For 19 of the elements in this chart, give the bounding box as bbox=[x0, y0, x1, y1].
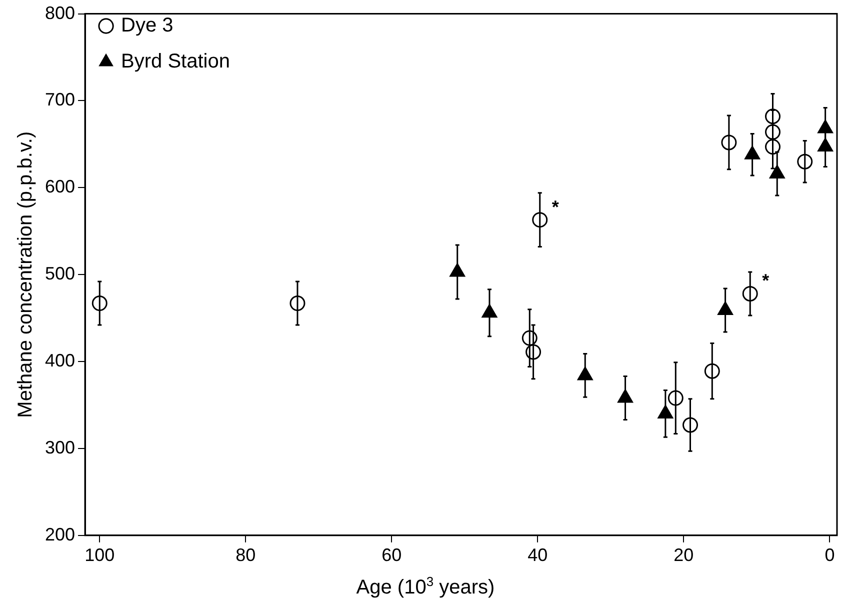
x-axis-title: Age (10$^{3}$ years) bbox=[355, 574, 496, 600]
annotation: * bbox=[762, 270, 770, 291]
x-tick-label: 40 bbox=[528, 545, 548, 566]
y-tick-label: 200 bbox=[44, 524, 76, 544]
x-tick-label: 100 bbox=[84, 545, 115, 566]
y-tick-label: 400 bbox=[44, 350, 76, 370]
x-tick-label: 80 bbox=[236, 545, 256, 566]
legend-label: Dye 3 bbox=[121, 14, 174, 37]
x-tick-label: 60 bbox=[382, 545, 402, 566]
y-tick-label: 800 bbox=[44, 2, 76, 23]
y-tick-label: 700 bbox=[44, 90, 76, 110]
y-axis-title: Methane concentration (p.p.b.v.) bbox=[14, 131, 37, 418]
y-tick-label: 600 bbox=[44, 176, 76, 197]
x-tick-label: 0 bbox=[824, 545, 835, 566]
x-tick-label: 20 bbox=[674, 545, 694, 566]
y-tick-label: 300 bbox=[44, 437, 76, 458]
y-tick-label: 500 bbox=[44, 264, 76, 284]
annotation: * bbox=[552, 196, 559, 217]
legend-label: Byrd Station bbox=[121, 50, 230, 73]
